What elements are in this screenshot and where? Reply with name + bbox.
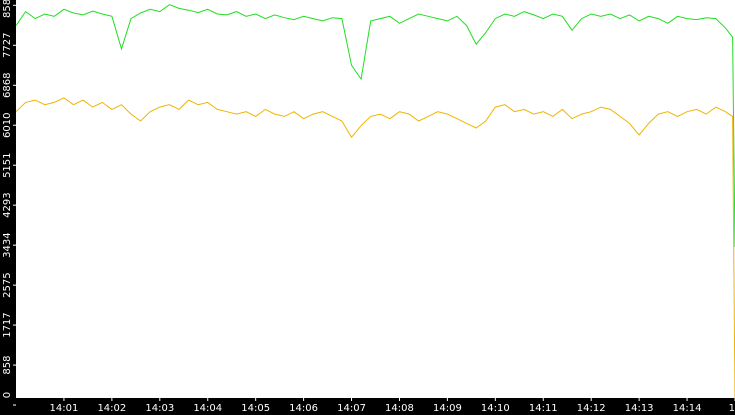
x-tick-label: 14:06 [289, 403, 318, 414]
y-tick-label: 0 [2, 392, 13, 398]
y-tick-label: 4293 [2, 192, 13, 217]
x-tick-label: 14:08 [385, 403, 414, 414]
x-tick-label: 14:05 [241, 403, 270, 414]
y-tick-label: 6010 [2, 112, 13, 137]
x-tick-label: 14:07 [337, 403, 366, 414]
y-tick-label: 3434 [2, 232, 13, 257]
x-tick-label: 14:04 [193, 403, 222, 414]
series-line [15, 4, 735, 247]
y-tick-label: 1717 [2, 312, 13, 337]
y-tick-label: 5151 [2, 152, 13, 177]
x-tick-label: 14:01 [50, 403, 79, 414]
x-tick-label: 14:03 [145, 403, 174, 414]
x-tick-label: 14:12 [577, 403, 606, 414]
y-tick-label: 6868 [2, 73, 13, 98]
y-axis-bar [0, 0, 16, 415]
x-tick-label: 14:11 [529, 403, 558, 414]
x-tick-label: 14:09 [433, 403, 462, 414]
y-tick-label: 858 [2, 356, 13, 375]
x-tick-label: 14:02 [97, 403, 126, 414]
x-axis-bar [0, 398, 735, 415]
series-line [15, 97, 735, 401]
x-tick-label: 14 [729, 403, 735, 414]
x-tick-label: 14:13 [625, 403, 654, 414]
y-tick-label: 8586 [2, 0, 13, 18]
y-tick-label: 7727 [2, 33, 13, 58]
y-tick-label: 2575 [2, 272, 13, 297]
x-tick-label: 14:10 [481, 403, 510, 414]
x-tick-label: 14:14 [673, 403, 702, 414]
